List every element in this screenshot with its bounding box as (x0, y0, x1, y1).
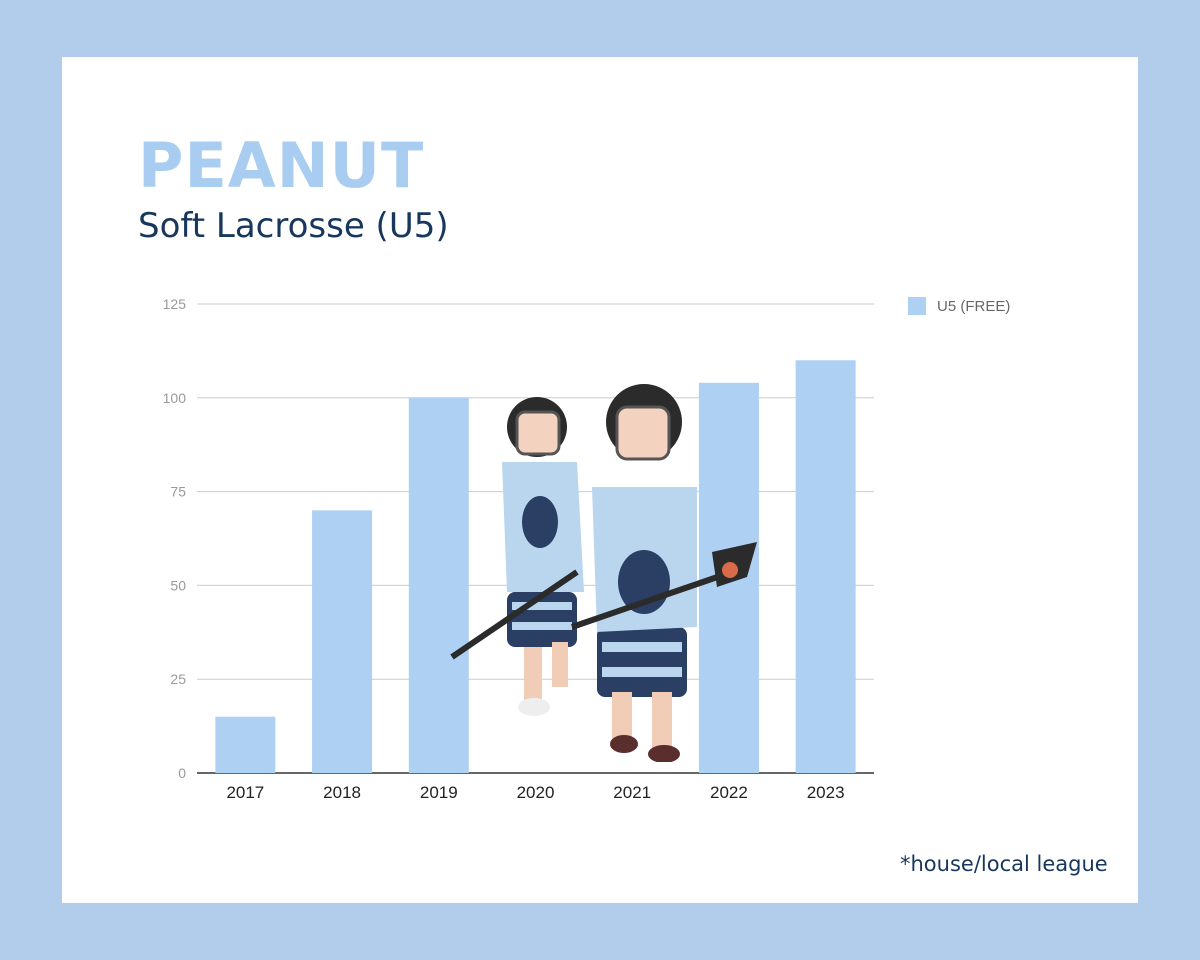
x-tick-label: 2023 (807, 783, 845, 802)
bar-2018 (312, 510, 373, 773)
y-tick-label: 25 (170, 671, 186, 687)
x-tick-label: 2019 (420, 783, 458, 802)
x-tick-label: 2021 (613, 783, 651, 802)
content-card: PEANUT Soft Lacrosse (U5) 0 25 50 75 100 125 … (62, 57, 1138, 903)
y-tick-label: 100 (163, 390, 187, 406)
bar-2017 (215, 716, 276, 773)
footnote: *house/local league (900, 852, 1108, 876)
bar-2023 (795, 360, 856, 773)
page-subtitle: Soft Lacrosse (U5) (138, 206, 449, 246)
children-lacrosse-players-photo (450, 384, 757, 762)
legend-label: U5 (FREE) (937, 298, 1010, 315)
x-tick-label: 2020 (517, 783, 555, 802)
child-right-figure (571, 384, 757, 762)
bar-2019 (408, 397, 469, 773)
page-title: PEANUT (138, 129, 425, 202)
x-tick-label: 2018 (323, 783, 361, 802)
y-tick-label: 50 (170, 577, 186, 593)
legend-swatch (908, 297, 926, 315)
x-tick-label: 2022 (710, 783, 748, 802)
y-tick-label: 75 (170, 484, 186, 500)
y-tick-label: 125 (163, 296, 187, 312)
child-left-figure (450, 397, 584, 716)
x-tick-label: 2017 (226, 783, 264, 802)
bar-chart: 0 25 50 75 100 125 2017 2018 2019 2020 2021 2022 20… (163, 296, 1011, 802)
y-tick-label: 0 (178, 765, 186, 781)
